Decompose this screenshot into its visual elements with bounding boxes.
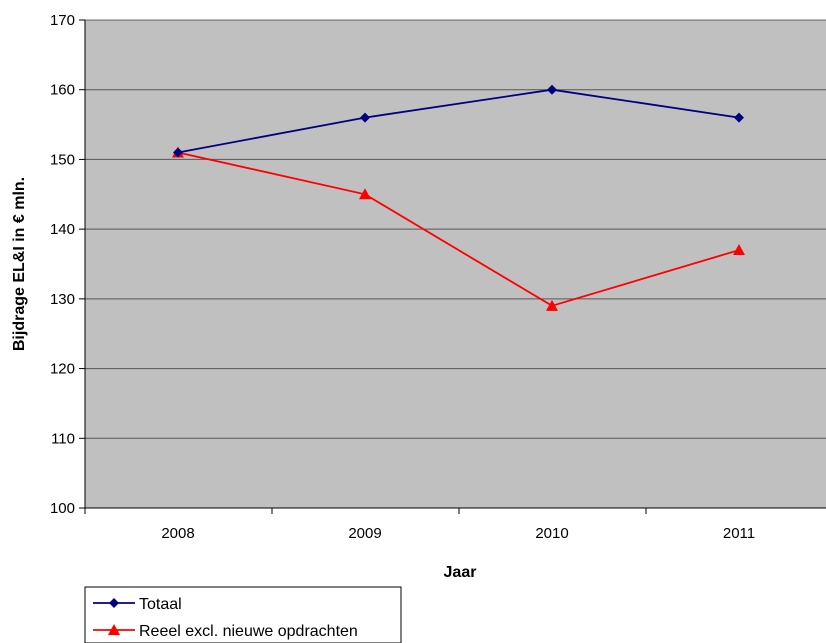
- series-0: [173, 84, 744, 158]
- legend: Totaal Reeel excl. nieuwe opdrachten: [84, 586, 402, 643]
- y-axis-title: Bijdrage EL&I in € mln.: [11, 177, 28, 351]
- series-line: [177, 88, 740, 154]
- legend-swatch-marker: [109, 598, 119, 608]
- y-tick-label: 130: [50, 291, 75, 308]
- plot-area: [85, 20, 826, 508]
- x-axis-title: Jaar: [444, 564, 477, 581]
- x-tick-label: 2008: [161, 525, 194, 542]
- axes: [84, 20, 826, 514]
- data-point: [359, 188, 371, 200]
- y-tick-label: 150: [50, 151, 75, 168]
- data-point: [733, 244, 745, 256]
- series-line: [177, 151, 740, 307]
- legend-label: Reeel excl. nieuwe opdrachten: [139, 623, 358, 640]
- legend-swatch-marker: [108, 624, 120, 635]
- data-point: [546, 299, 558, 311]
- series-layer: [172, 84, 745, 311]
- data-point: [173, 147, 183, 158]
- legend-item: Reeel excl. nieuwe opdrachten: [93, 623, 358, 640]
- y-tick-label: 100: [50, 500, 75, 517]
- y-tick-label: 140: [50, 221, 75, 238]
- y-tick-label: 170: [50, 12, 75, 29]
- data-point: [547, 84, 557, 95]
- x-tick-label: 2011: [723, 525, 755, 542]
- y-tick-label: 120: [50, 361, 75, 378]
- y-tick-labels: 100 110 120 130 140 150 160 170: [50, 12, 75, 517]
- legend-item: Totaal: [93, 596, 182, 613]
- x-tick-labels: 2008 2009 2010 2011: [161, 525, 755, 542]
- y-tick-label: 160: [50, 82, 75, 99]
- data-point: [360, 112, 370, 123]
- legend-label: Totaal: [139, 596, 182, 613]
- x-tick-label: 2010: [535, 525, 568, 542]
- data-point: [734, 112, 744, 123]
- x-tick-label: 2009: [348, 525, 381, 542]
- y-tick-label: 110: [51, 430, 75, 447]
- legend-box: [84, 586, 402, 643]
